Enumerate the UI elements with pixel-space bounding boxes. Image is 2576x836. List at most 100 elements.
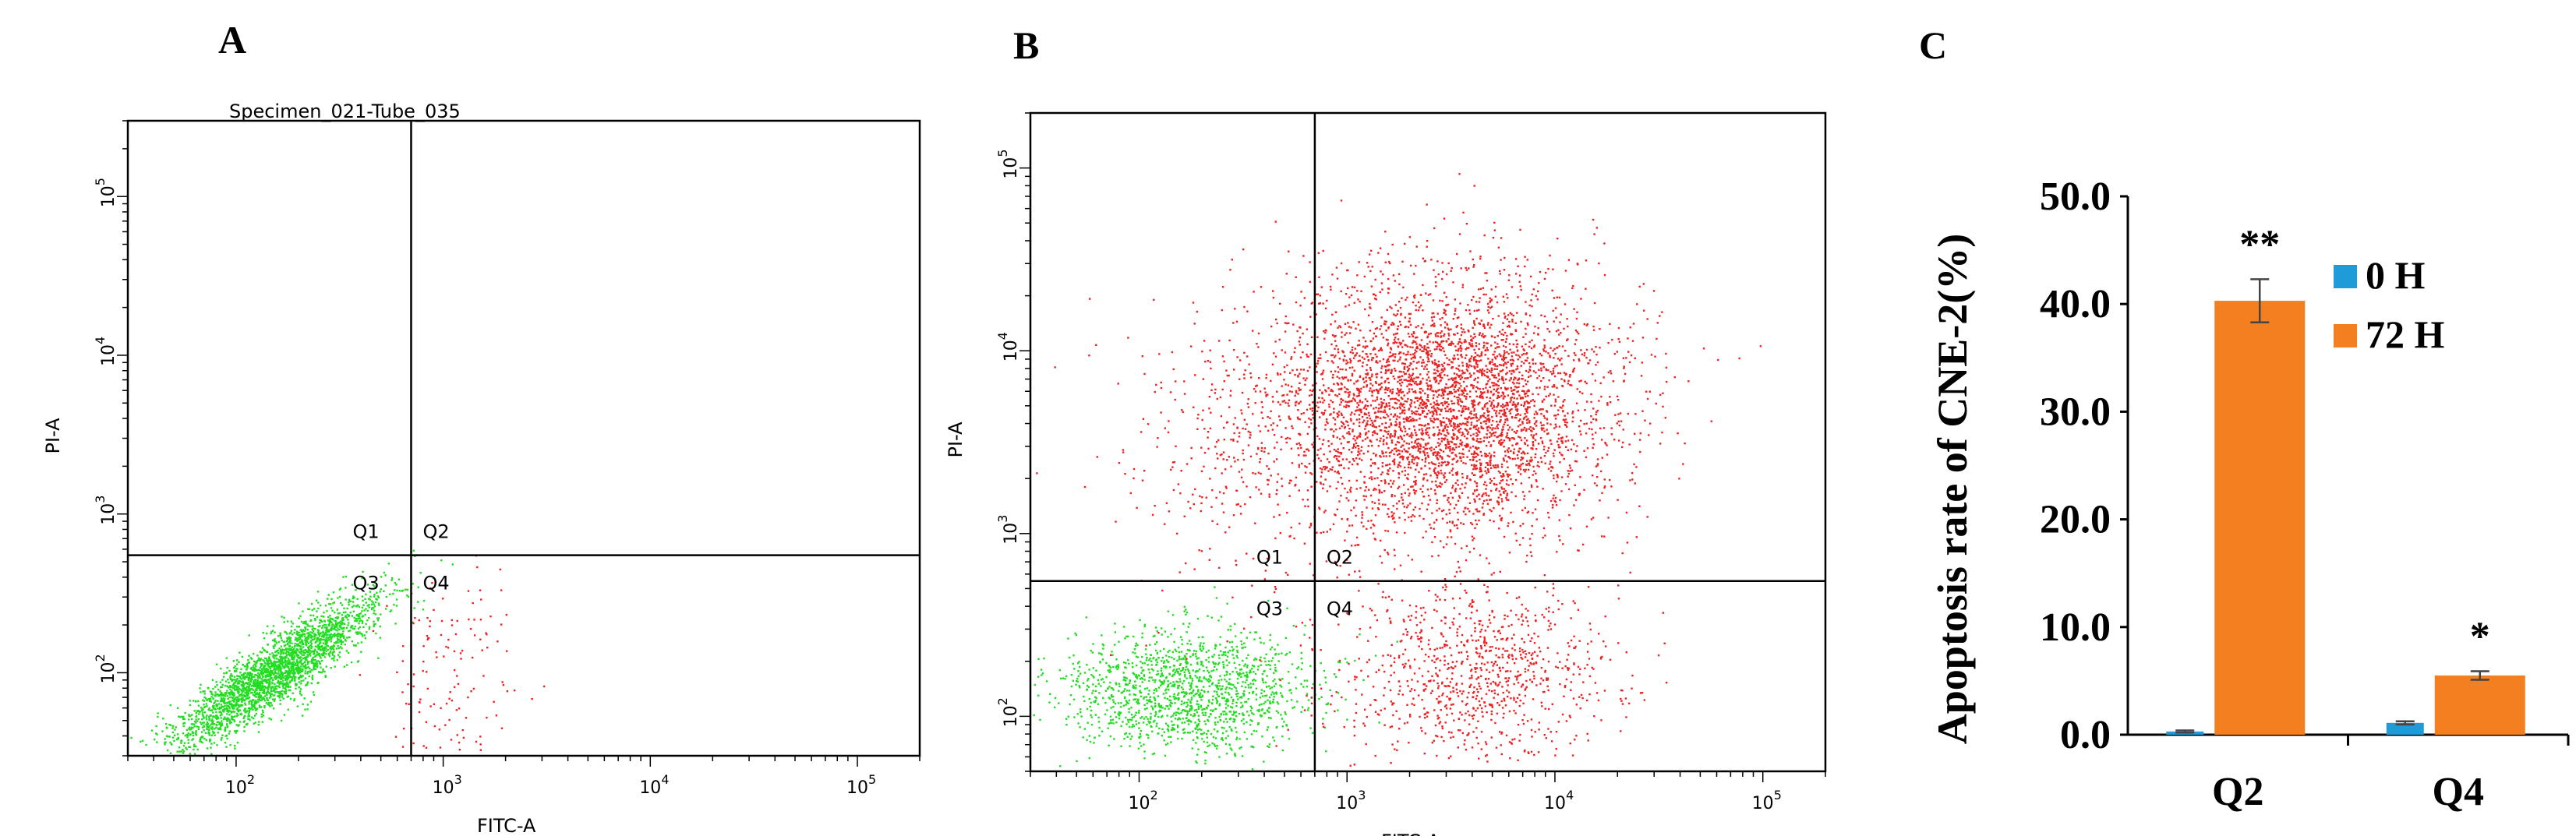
cell-event bbox=[235, 724, 238, 726]
cell-event bbox=[361, 616, 363, 618]
cell-event bbox=[244, 672, 246, 674]
cell-event bbox=[352, 601, 355, 603]
cell-event bbox=[1146, 657, 1148, 659]
cell-event bbox=[1206, 707, 1208, 710]
cell-event bbox=[208, 734, 210, 736]
cell-event bbox=[245, 695, 248, 697]
cell-event bbox=[301, 639, 303, 641]
tick-exponent: 3 bbox=[93, 496, 108, 503]
cell-event bbox=[1184, 676, 1186, 678]
cell-event bbox=[323, 633, 326, 635]
cell-event bbox=[282, 683, 284, 685]
cell-event bbox=[1275, 693, 1278, 695]
cell-event bbox=[1372, 431, 1374, 434]
cell-event bbox=[337, 616, 340, 619]
cell-event bbox=[191, 731, 194, 733]
cell-event bbox=[338, 625, 341, 627]
cell-event bbox=[1251, 665, 1254, 667]
cell-event bbox=[1105, 676, 1108, 679]
cell-event bbox=[1108, 722, 1110, 725]
cell-event bbox=[268, 656, 270, 658]
cell-event bbox=[231, 693, 234, 696]
cell-event bbox=[260, 694, 262, 697]
cell-event bbox=[272, 698, 274, 700]
cell-event bbox=[1496, 404, 1499, 407]
cell-event bbox=[473, 634, 476, 637]
cell-event bbox=[319, 604, 322, 607]
cell-event bbox=[422, 669, 424, 672]
cell-event bbox=[335, 622, 337, 625]
cell-event bbox=[1333, 383, 1335, 386]
cell-event bbox=[429, 620, 431, 623]
cell-event bbox=[249, 690, 251, 692]
cell-event bbox=[289, 689, 292, 692]
cell-event bbox=[1244, 663, 1246, 665]
cell-event bbox=[1219, 719, 1222, 721]
cell-event bbox=[1207, 704, 1210, 707]
cell-event bbox=[1312, 683, 1315, 686]
cell-event bbox=[308, 653, 311, 656]
cell-event bbox=[1610, 401, 1612, 404]
cell-event bbox=[1427, 503, 1429, 506]
cell-event bbox=[380, 613, 382, 616]
cell-event bbox=[376, 595, 380, 598]
cell-event bbox=[1267, 393, 1269, 396]
cell-event bbox=[486, 647, 489, 649]
cell-event bbox=[314, 665, 316, 668]
cell-event bbox=[251, 658, 253, 660]
cell-event bbox=[1235, 667, 1237, 669]
cell-event bbox=[1111, 696, 1113, 698]
cell-event bbox=[1133, 693, 1136, 696]
cell-event bbox=[1430, 450, 1433, 452]
cell-event bbox=[1398, 406, 1401, 408]
cell-event bbox=[333, 642, 336, 644]
cell-event bbox=[1228, 649, 1231, 652]
cell-event bbox=[200, 683, 202, 686]
cell-event bbox=[1288, 690, 1291, 692]
cell-event bbox=[292, 676, 294, 679]
cell-event bbox=[1239, 664, 1241, 666]
cell-event bbox=[1324, 478, 1327, 481]
cell-event bbox=[1160, 684, 1162, 686]
cell-event bbox=[1133, 698, 1135, 701]
cell-event bbox=[1260, 660, 1263, 662]
cell-event bbox=[1228, 673, 1231, 676]
cell-event bbox=[280, 676, 283, 679]
cell-event bbox=[220, 739, 223, 741]
cell-event bbox=[1403, 412, 1406, 414]
tick-exponent: 2 bbox=[247, 772, 255, 787]
cell-event bbox=[238, 679, 240, 683]
cell-event bbox=[286, 671, 288, 674]
cell-event bbox=[235, 696, 238, 699]
cell-event bbox=[260, 699, 263, 701]
cell-event bbox=[1150, 668, 1153, 670]
cell-event bbox=[1203, 720, 1206, 723]
cell-event bbox=[1431, 541, 1433, 544]
cell-event bbox=[1451, 486, 1454, 489]
cell-event bbox=[1138, 702, 1140, 704]
cell-event bbox=[1300, 683, 1302, 686]
cell-event bbox=[1135, 687, 1137, 690]
cell-event bbox=[254, 689, 256, 691]
cell-event bbox=[171, 725, 175, 728]
cell-event bbox=[1136, 677, 1139, 679]
cell-event bbox=[233, 711, 236, 713]
cell-event bbox=[1045, 680, 1048, 683]
cell-event bbox=[1420, 407, 1422, 409]
cell-event bbox=[1080, 711, 1082, 714]
cell-event bbox=[1279, 684, 1281, 686]
cell-event bbox=[210, 714, 212, 717]
cell-event bbox=[1155, 659, 1157, 661]
cell-event bbox=[221, 705, 223, 708]
cell-event bbox=[302, 629, 304, 631]
cell-event bbox=[270, 690, 273, 693]
cell-event bbox=[259, 683, 261, 686]
cell-event bbox=[1237, 458, 1239, 461]
cell-event bbox=[1135, 676, 1137, 678]
cell-event bbox=[210, 743, 213, 745]
cell-event bbox=[287, 684, 289, 686]
cell-event bbox=[1153, 689, 1156, 691]
cell-event bbox=[236, 712, 239, 715]
cell-event bbox=[1557, 437, 1560, 440]
cell-event bbox=[1229, 683, 1231, 686]
